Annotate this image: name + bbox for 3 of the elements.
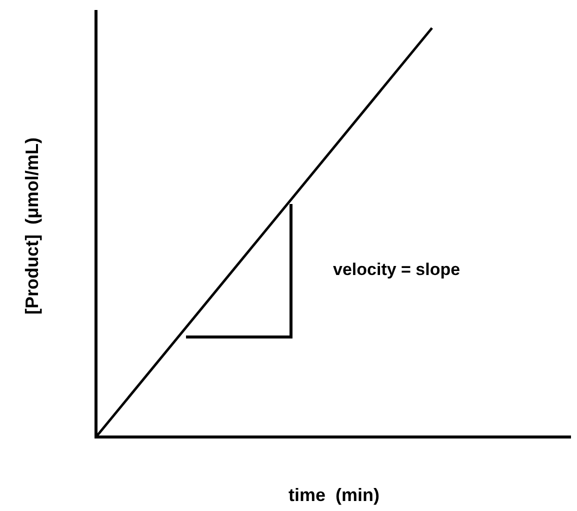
annotation: velocity = slope	[333, 260, 460, 279]
y-axis-title: [Product] (μmol/mL)	[22, 138, 42, 314]
x-axis-title: time (min)	[288, 485, 380, 505]
